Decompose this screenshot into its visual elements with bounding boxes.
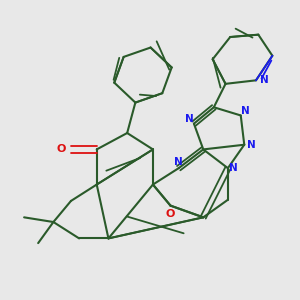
Text: N: N [247, 140, 256, 150]
Text: O: O [57, 144, 66, 154]
Text: N: N [230, 163, 238, 173]
Text: N: N [174, 157, 183, 167]
Text: N: N [241, 106, 250, 116]
Text: N: N [185, 114, 194, 124]
Text: N: N [260, 75, 268, 85]
Text: O: O [166, 209, 175, 219]
